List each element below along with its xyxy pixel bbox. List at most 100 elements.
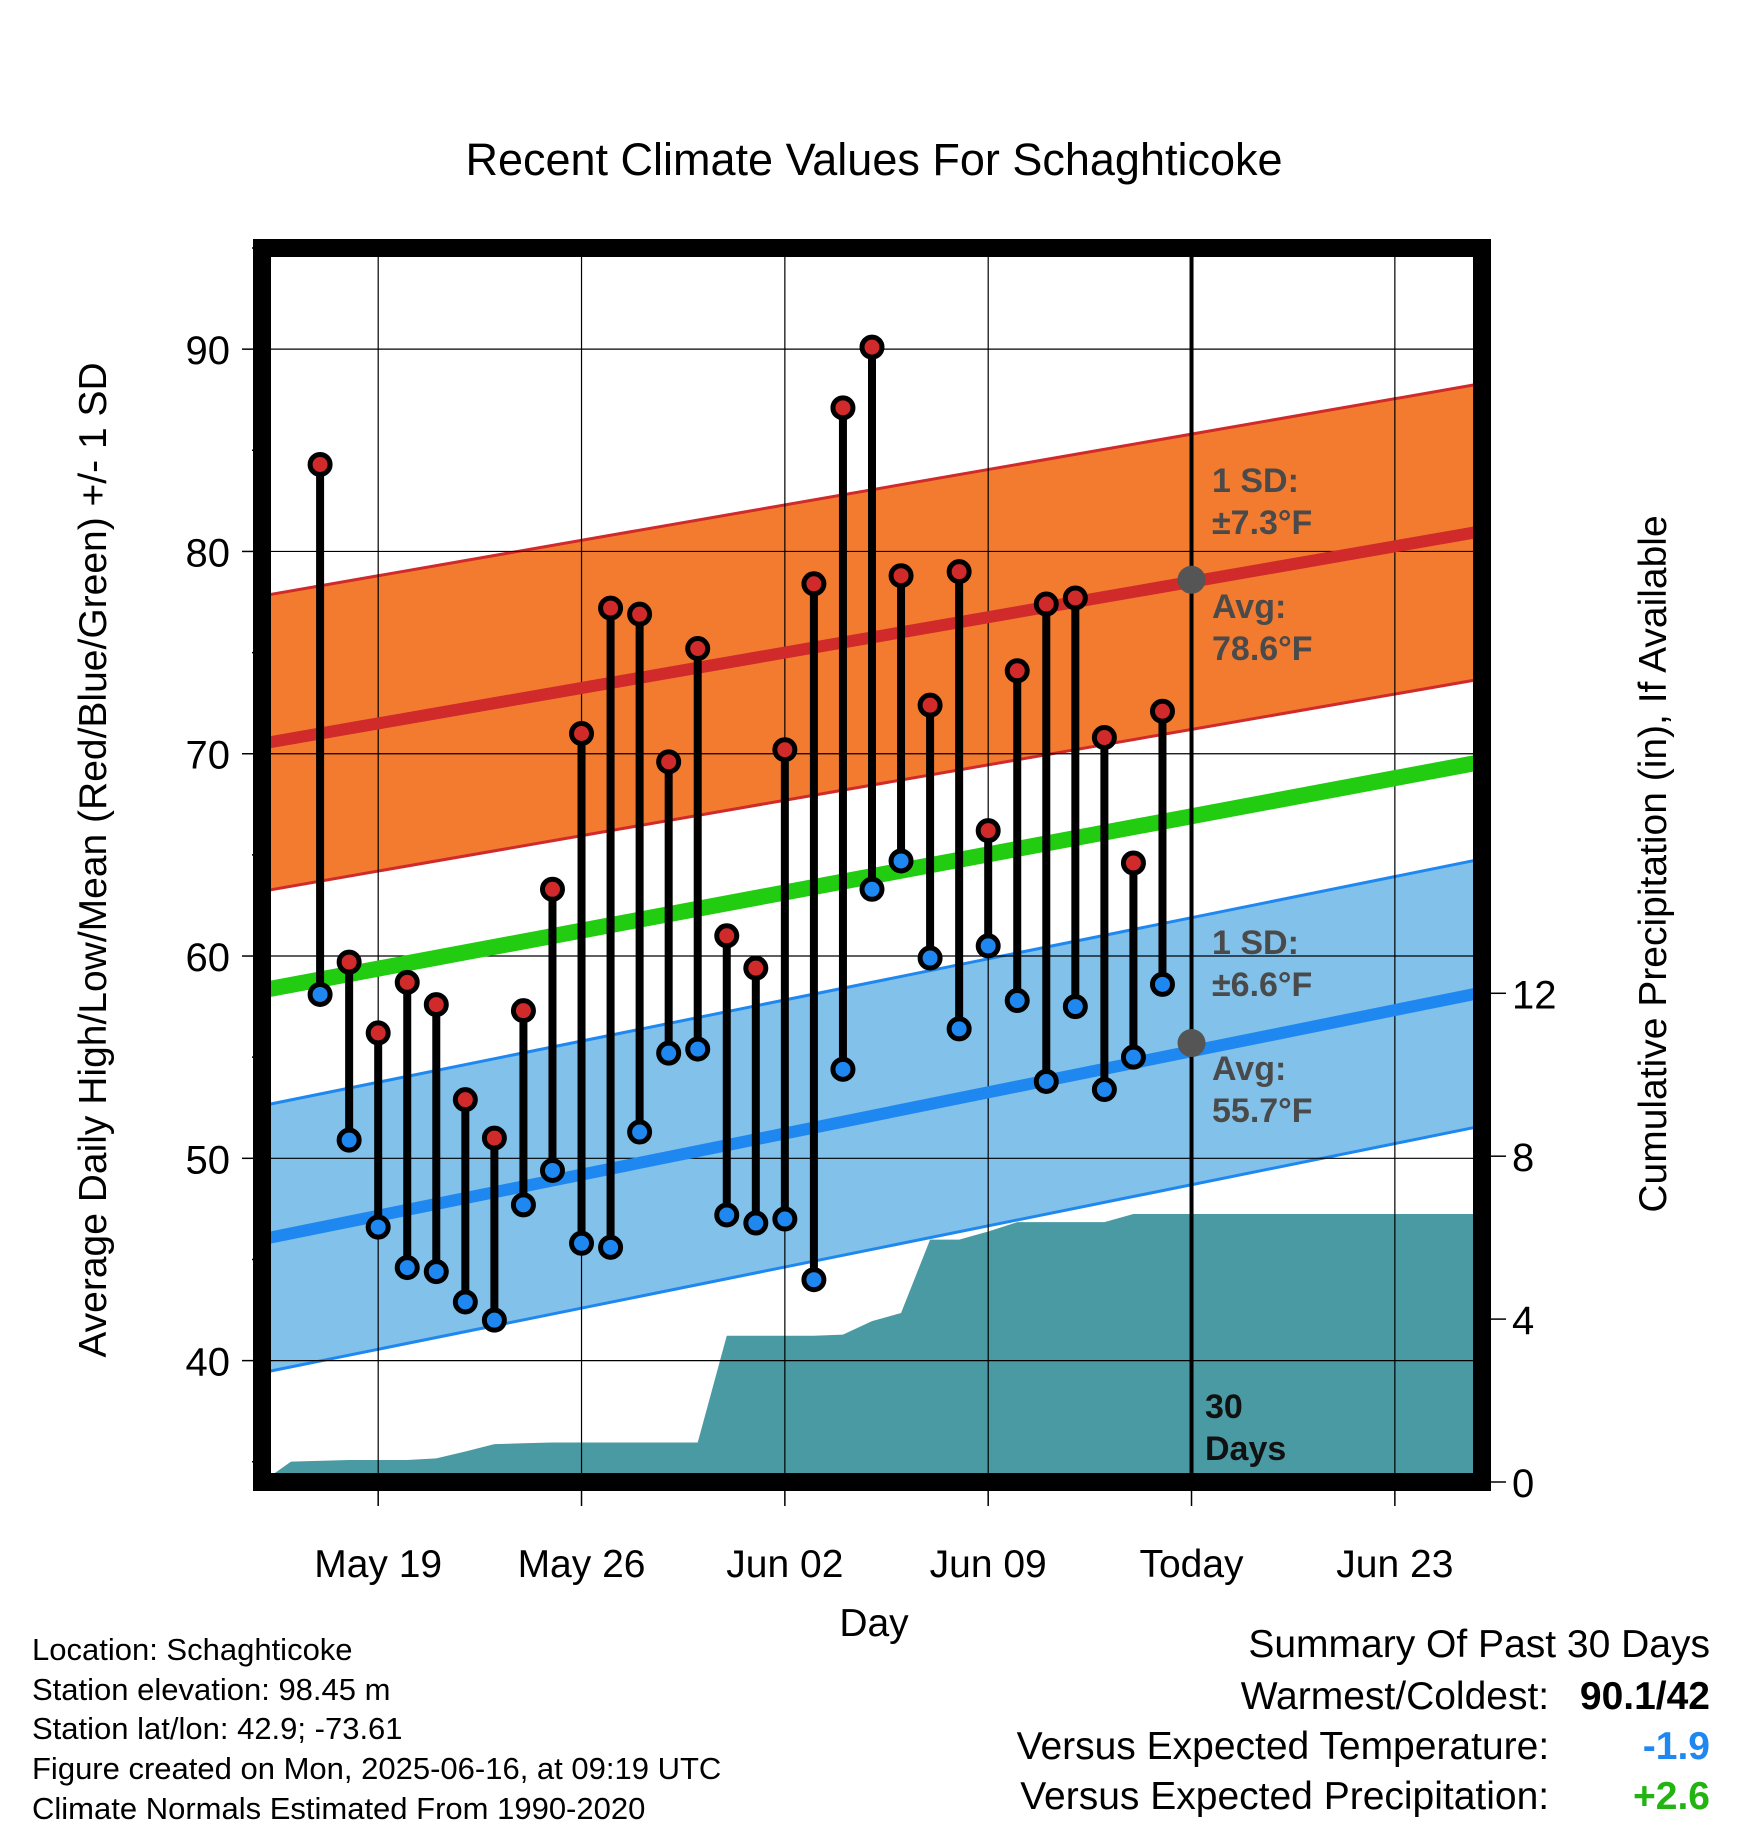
x-tick-label: Jun 02: [726, 1543, 843, 1586]
daily-high-point: [975, 818, 1001, 844]
low-sd-annotation: 1 SD:: [1212, 924, 1299, 962]
daily-high-point: [336, 949, 362, 975]
daily-low-point: [394, 1255, 420, 1281]
daily-high-point: [917, 692, 943, 718]
daily-low-point: [1091, 1077, 1117, 1103]
daily-low-point: [685, 1036, 711, 1062]
warm-cold-value: 90.1/42: [1579, 1675, 1710, 1718]
x-axis-label: Day: [839, 1602, 909, 1645]
today-avg-low-marker: [1177, 1029, 1206, 1058]
daily-low-point: [627, 1119, 653, 1145]
y-left-tick-label: 70: [186, 734, 231, 778]
daily-low-point: [917, 945, 943, 971]
daily-low-point: [423, 1259, 449, 1285]
x-tick-label: May 19: [314, 1543, 442, 1586]
daily-low-point: [830, 1056, 856, 1082]
y-right-tick-label: 12: [1512, 973, 1557, 1017]
info-created: Figure created on Mon, 2025-06-16, at 09…: [32, 1751, 722, 1786]
y-axis-label-right: Cumulative Precipitation (in), If Availa…: [1632, 515, 1675, 1212]
daily-low-point: [598, 1234, 624, 1260]
y-right-tick-label: 8: [1512, 1136, 1534, 1180]
y-right-tick-label: 4: [1512, 1299, 1534, 1343]
daily-high-point: [859, 334, 885, 360]
info-normals: Climate Normals Estimated From 1990-2020: [32, 1791, 646, 1826]
days-annotation: 30: [1205, 1388, 1243, 1426]
daily-high-point: [539, 876, 565, 902]
daily-low-point: [656, 1040, 682, 1066]
summary-title: Summary Of Past 30 Days: [1248, 1623, 1710, 1666]
high-sd-annotation: ±7.3°F: [1212, 504, 1312, 542]
daily-high-point: [307, 451, 333, 477]
summary-precip: Versus Expected Precipitation: +2.6: [1020, 1777, 1710, 1816]
daily-high-point: [656, 749, 682, 775]
daily-low-point: [1004, 988, 1030, 1014]
daily-high-point: [830, 395, 856, 421]
days-annotation: Days: [1205, 1430, 1286, 1468]
summary-temp: Versus Expected Temperature: -1.9: [1017, 1727, 1710, 1766]
daily-high-point: [423, 992, 449, 1018]
summary-warm-cold: Warmest/Coldest: 90.1/42: [1241, 1677, 1710, 1716]
daily-high-point: [1091, 725, 1117, 751]
daily-low-point: [946, 1016, 972, 1042]
daily-low-point: [336, 1127, 362, 1153]
low-sd-annotation: ±6.6°F: [1212, 966, 1312, 1004]
y-left-tick-label: 40: [186, 1341, 231, 1385]
daily-high-point: [1149, 698, 1175, 724]
temp-value: -1.9: [1642, 1725, 1710, 1768]
info-latlon: Station lat/lon: 42.9; -73.61: [32, 1711, 403, 1746]
daily-high-point: [743, 955, 769, 981]
daily-low-point: [888, 848, 914, 874]
daily-high-point: [1120, 850, 1146, 876]
daily-high-point: [801, 571, 827, 597]
daily-high-point: [685, 636, 711, 662]
daily-high-point: [1033, 591, 1059, 617]
daily-low-point: [1120, 1044, 1146, 1070]
daily-low-point: [1062, 994, 1088, 1020]
high-sd-annotation: 1 SD:: [1212, 462, 1299, 500]
precip-value: +2.6: [1633, 1775, 1710, 1818]
x-tick-label: Today: [1139, 1543, 1244, 1586]
chart-title: Recent Climate Values For Schaghticoke: [465, 134, 1282, 185]
high-avg-annotation: 78.6°F: [1212, 630, 1313, 668]
plot-frame: [253, 239, 1491, 1491]
daily-high-point: [772, 737, 798, 763]
daily-low-point: [975, 933, 1001, 959]
high-avg-annotation: Avg:: [1212, 588, 1286, 626]
y-axis-label-left: Average Daily High/Low/Mean (Red/Blue/Gr…: [72, 362, 115, 1357]
daily-high-point: [365, 1020, 391, 1046]
daily-low-point: [365, 1214, 391, 1240]
daily-high-point: [946, 559, 972, 585]
daily-low-point: [452, 1289, 478, 1315]
x-tick-label: Jun 09: [930, 1543, 1047, 1586]
daily-low-point: [510, 1192, 536, 1218]
daily-high-point: [888, 563, 914, 589]
daily-high-point: [627, 601, 653, 627]
daily-low-point: [801, 1267, 827, 1293]
precip-label: Versus Expected Precipitation:: [1020, 1775, 1550, 1818]
daily-low-point: [743, 1210, 769, 1236]
low-sd-band-upper-edge: [261, 857, 1483, 1108]
daily-high-point: [394, 969, 420, 995]
daily-low-point: [569, 1230, 595, 1256]
info-elevation: Station elevation: 98.45 m: [32, 1672, 391, 1707]
info-location: Location: Schaghticoke: [32, 1632, 353, 1667]
y-left-tick-label: 90: [186, 329, 231, 373]
daily-low-point: [772, 1206, 798, 1232]
y-left-tick-label: 50: [186, 1138, 231, 1182]
y-right-tick-label: 0: [1512, 1462, 1534, 1506]
daily-high-point: [598, 595, 624, 621]
temp-label: Versus Expected Temperature:: [1016, 1725, 1550, 1768]
low-avg-annotation: 55.7°F: [1212, 1092, 1313, 1130]
daily-low-point: [307, 981, 333, 1007]
today-avg-high-marker: [1177, 565, 1206, 594]
daily-low-point: [1149, 971, 1175, 997]
y-left-tick-label: 80: [186, 531, 231, 575]
low-sd-band-lower-edge: [261, 1124, 1483, 1375]
daily-low-point: [481, 1307, 507, 1333]
daily-high-point: [452, 1087, 478, 1113]
daily-high-point: [481, 1125, 507, 1151]
x-tick-label: Jun 23: [1336, 1543, 1453, 1586]
daily-high-point: [1062, 585, 1088, 611]
daily-high-point: [714, 923, 740, 949]
